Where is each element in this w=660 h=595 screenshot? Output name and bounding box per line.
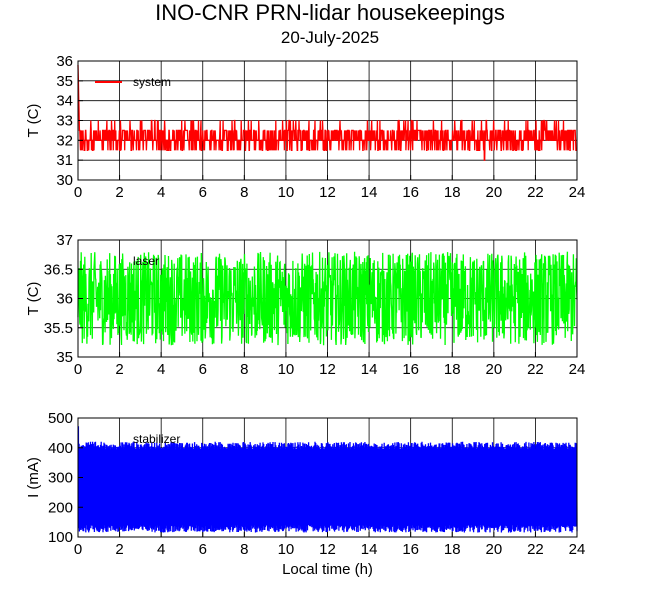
series-line-system [77,64,577,161]
x-tick-label: 2 [115,361,123,378]
x-tick-label: 2 [115,541,123,558]
x-tick-label: 10 [278,361,295,378]
y-tick-label: 300 [48,470,73,487]
chart-title: INO-CNR PRN-lidar housekeepings [155,0,505,25]
x-tick-label: 10 [278,184,295,201]
x-tick-label: 6 [199,184,207,201]
y-axis-label: I (mA) [25,457,42,498]
y-tick-label: 31 [56,152,73,169]
y-tick-label: 36 [56,291,73,308]
y-tick-label: 33 [56,113,73,130]
series-line-stabilizer [77,426,578,533]
legend-label-system: system [133,75,171,89]
y-tick-label: 400 [48,440,73,457]
x-tick-label: 8 [240,184,248,201]
y-tick-label: 36.5 [44,261,73,278]
y-tick-label: 35 [56,73,73,90]
x-tick-label: 12 [319,184,336,201]
y-tick-label: 35 [56,349,73,366]
x-tick-label: 18 [444,361,461,378]
x-axis-label: Local time (h) [282,561,373,578]
x-tick-label: 14 [361,361,378,378]
y-axis-label: T (C) [25,104,42,138]
legend-label-stabilizer: stabilizer [133,432,180,446]
y-tick-label: 100 [48,529,73,546]
x-tick-label: 20 [485,361,502,378]
x-tick-label: 18 [444,184,461,201]
y-tick-label: 32 [56,132,73,149]
x-tick-label: 0 [74,541,82,558]
x-tick-label: 22 [527,184,544,201]
x-tick-label: 12 [319,361,336,378]
x-tick-label: 4 [157,184,165,201]
x-tick-label: 22 [527,541,544,558]
legend-label-laser: laser [133,254,159,268]
x-tick-label: 16 [402,361,419,378]
x-tick-label: 14 [361,541,378,558]
x-tick-label: 16 [402,184,419,201]
y-tick-label: 200 [48,499,73,516]
x-tick-label: 0 [74,184,82,201]
x-tick-label: 6 [199,361,207,378]
x-tick-label: 12 [319,541,336,558]
x-tick-label: 4 [157,541,165,558]
y-tick-label: 34 [56,93,73,110]
x-tick-label: 24 [569,541,586,558]
x-tick-label: 18 [444,541,461,558]
y-tick-label: 500 [48,410,73,427]
y-tick-label: 36 [56,53,73,70]
x-tick-label: 8 [240,541,248,558]
x-tick-label: 4 [157,361,165,378]
series-line-laser [77,251,578,346]
chart-subtitle: 20-July-2025 [280,28,380,47]
x-tick-label: 14 [361,184,378,201]
x-tick-label: 20 [485,541,502,558]
x-tick-label: 22 [527,361,544,378]
x-tick-label: 10 [278,541,295,558]
y-axis-label: T (C) [25,282,42,316]
y-tick-label: 35.5 [44,320,73,337]
x-tick-label: 24 [569,361,586,378]
x-tick-label: 6 [199,541,207,558]
x-tick-label: 8 [240,361,248,378]
x-tick-label: 24 [569,184,586,201]
x-tick-label: 16 [402,541,419,558]
y-tick-label: 30 [56,172,73,189]
x-tick-label: 2 [115,184,123,201]
y-tick-label: 37 [56,232,73,249]
x-tick-label: 0 [74,361,82,378]
x-tick-label: 20 [485,184,502,201]
